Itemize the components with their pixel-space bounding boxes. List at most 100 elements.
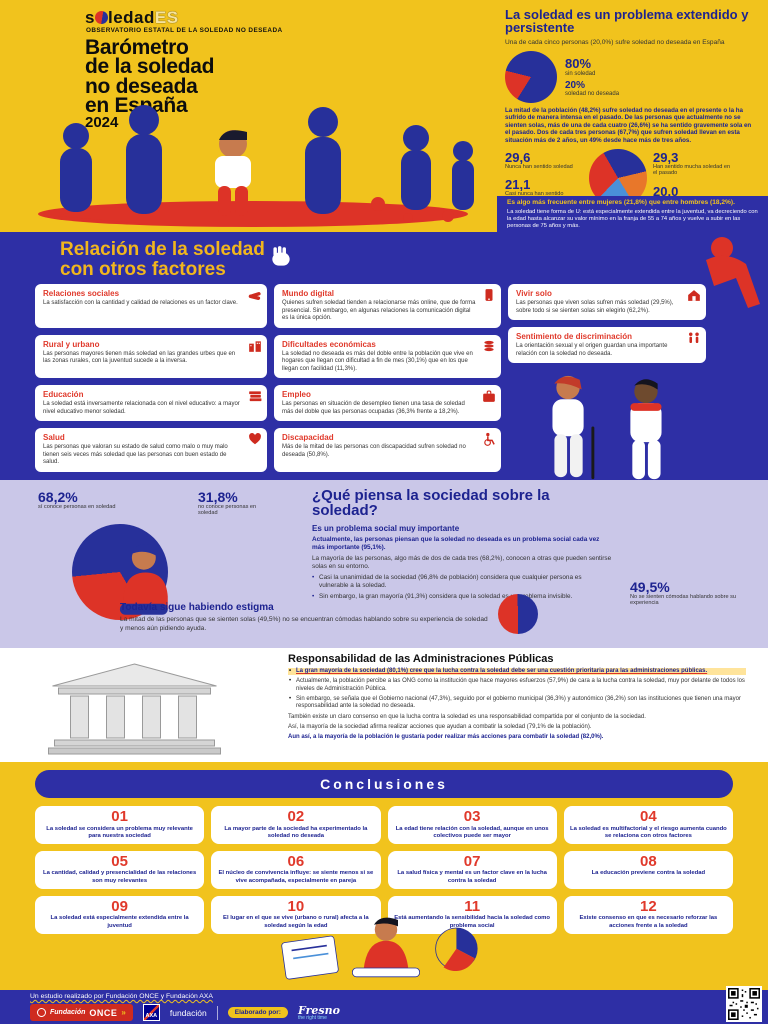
factor-card-relaciones: Relaciones sociales La satisfacción con … xyxy=(35,284,267,328)
admin-paragraph-1: También existe un claro consenso en que … xyxy=(288,713,646,720)
conclusion-number: 08 xyxy=(640,852,657,870)
conclusion-text: La soledad está especialmente extendida … xyxy=(50,915,189,929)
factor-body: Quienes sufren soledad tienden a relacio… xyxy=(282,300,476,321)
conclusion-card-05: 05 La cantidad, calidad y presencialidad … xyxy=(35,850,205,889)
logo-text-es: ES xyxy=(154,8,179,27)
coins-icon xyxy=(482,339,496,353)
conclusion-card-02: 02 La mayor parte de la sociedad ha exper… xyxy=(211,806,381,844)
once-brand-text: ONCE xyxy=(89,1007,118,1018)
conclusion-number: 07 xyxy=(463,852,481,870)
factor-card-salud: Salud Las personas que valoran su estado… xyxy=(35,428,267,472)
conclusion-number: 02 xyxy=(287,808,305,825)
axa-logo: AXA xyxy=(142,1004,160,1021)
society-bullet-2: Sin embargo, la gran mayoría (91,3%) con… xyxy=(312,593,612,601)
stat-label: sí conoce personas en soledad xyxy=(38,504,116,510)
house-icon xyxy=(687,288,701,302)
section-administraciones: Responsabilidad de las Administraciones … xyxy=(0,648,768,762)
once-mark-icon xyxy=(37,1008,46,1017)
factor-cards-column3: Vivir solo Las personas que viven solas … xyxy=(508,284,706,480)
conclusion-text: La salud física y mental es un factor cl… xyxy=(397,870,547,884)
once-fundacion-text: Fundación xyxy=(50,1009,86,1016)
conclusions-heading-bar: Conclusiones xyxy=(35,770,733,798)
conclusion-text: El núcleo de convivencia influye: se sie… xyxy=(218,870,374,884)
stat-value: 21,1 xyxy=(505,177,531,193)
factors-heading-line2: con otros factores xyxy=(60,258,226,280)
conclusion-number: 09 xyxy=(111,897,128,915)
admin-text-block: Responsabilidad de las Administraciones … xyxy=(288,653,746,742)
section-header: s ledadES Observatorio Estatal de la Sole… xyxy=(0,0,768,232)
page-title: Barómetro de la soledad no deseada en Es… xyxy=(85,37,215,117)
stat-conoce: 68,2% sí conoce personas en soledad xyxy=(38,490,158,510)
stat-value: 29,6 xyxy=(505,149,531,165)
briefcase-icon xyxy=(482,389,496,403)
persistence-heading: La soledad es un problema extendido y pe… xyxy=(505,7,749,36)
factor-card-educacion: Educación La soledad está inversamente r… xyxy=(35,385,267,421)
footer-divider xyxy=(216,1005,218,1020)
fresno-logo: Fresno the right time xyxy=(298,1005,340,1021)
conclusion-text: La soledad es multifactorial y el riesgo… xyxy=(569,825,727,839)
stigma-heading: Todavía sigue habiendo estigma xyxy=(120,602,274,613)
factor-card-dificultades: Dificultades económicas La soledad no de… xyxy=(274,334,501,378)
factor-card-discriminacion: Sentimiento de discriminación La orienta… xyxy=(508,327,706,363)
stat-value: 68,2% xyxy=(38,489,78,505)
observatory-subtitle: Observatorio Estatal de la Soledad No De… xyxy=(86,27,283,34)
conclusion-text: Está aumentando la sensibilidad hacia la… xyxy=(394,915,551,929)
pie1-label-20: soledad no deseada xyxy=(565,91,620,98)
conclusion-card-12: 12 Existe consenso en que es necesario re… xyxy=(563,895,733,934)
factor-title: Relaciones sociales xyxy=(43,289,120,298)
society-heading: ¿Qué piensa la sociedad sobre la soledad… xyxy=(312,487,550,520)
stat-pasado: 29,3 Han sentido mucha soledad en el pas… xyxy=(653,151,731,177)
conclusion-cards-grid: 01 La soledad se considera un problema mu… xyxy=(35,806,733,934)
elaborado-por-badge: Elaborado por: xyxy=(227,1007,288,1018)
admin-bullet-2: Actualmente, la población percibe a las … xyxy=(288,678,746,693)
once-arrows-icon: » xyxy=(121,1008,126,1017)
conclusion-card-10: 10 El lugar en el que se vive (urbano o r… xyxy=(211,895,381,934)
health-heart-icon xyxy=(248,432,262,446)
gender-highlight-box: Es algo más frecuente entre mujeres (21,… xyxy=(497,196,768,232)
conclusion-card-09: 09 La soledad está especialmente extendid… xyxy=(35,895,205,934)
section-factors: Relación de la soledad con otros factore… xyxy=(0,232,768,480)
section-conclusiones: Conclusiones 01 La soledad se considera u… xyxy=(0,762,768,990)
persistence-column: La soledad es un problema extendido y pe… xyxy=(505,8,763,207)
qr-code xyxy=(726,986,762,1022)
factor-title: Mundo digital xyxy=(282,289,334,298)
pie-chart-soledad xyxy=(505,50,557,103)
axa-fundacion-text: fundación xyxy=(169,1007,207,1018)
conclusion-text: El lugar en el que se vive (urbano o rur… xyxy=(223,915,369,929)
conclusion-card-08: 08 La educación previene contra la soleda… xyxy=(563,850,733,889)
heart-dot-icon xyxy=(94,11,108,24)
conclusion-number: 06 xyxy=(287,852,305,870)
factor-body: La soledad está inversamente relacionada… xyxy=(43,401,240,415)
pie1-labels: 80% sin soledad 20% soledad no deseada xyxy=(565,56,619,97)
conclusion-number: 05 xyxy=(111,852,128,870)
conclusion-text: Existe consenso en que es necesario refo… xyxy=(579,915,718,929)
fundacion-once-logo: Fundación ONCE » xyxy=(30,1004,133,1021)
factor-card-rural-urbano: Rural y urbano Las personas mayores tien… xyxy=(35,334,267,378)
conclusion-number: 01 xyxy=(111,808,128,825)
hand-icon xyxy=(272,246,290,266)
gender-highlight: Es algo más frecuente entre mujeres (21,… xyxy=(507,199,735,206)
factor-title: Salud xyxy=(43,433,65,442)
pie1-label-80: sin soledad xyxy=(565,71,596,78)
hands-icon xyxy=(248,288,262,302)
conclusion-number: 10 xyxy=(287,897,305,915)
stat-label: Han sentido mucha soledad en el pasado xyxy=(653,163,731,177)
title-line-4: en España xyxy=(85,93,188,117)
factor-body: La soledad no deseada es más del doble e… xyxy=(282,350,473,372)
pie1-value-80: 80% xyxy=(565,56,592,72)
society-paragraph-1: Actualmente, las personas piensan que la… xyxy=(312,535,600,551)
stat-value: 29,3 xyxy=(653,149,679,165)
conclusion-number: 03 xyxy=(463,808,481,825)
title-line-3: no deseada xyxy=(85,74,198,98)
factor-body: Las personas que viven solas sufren más … xyxy=(516,300,674,314)
conclusion-number: 04 xyxy=(640,808,657,825)
factor-body: Las personas en situación de desempleo t… xyxy=(282,401,465,415)
society-paragraph-2: La mayoría de las personas, algo más de … xyxy=(312,554,612,570)
title-line-2: de la soledad xyxy=(85,55,215,79)
standing-people-illustration xyxy=(552,375,662,480)
pie1-row: 80% sin soledad 20% soledad no deseada xyxy=(505,50,763,103)
logo-text-mid: ledad xyxy=(107,8,155,27)
fresno-tagline: the right time xyxy=(297,1014,327,1021)
stat-label: Nunca han sentido soledad xyxy=(505,163,573,170)
factor-title: Dificultades económicas xyxy=(282,339,376,349)
